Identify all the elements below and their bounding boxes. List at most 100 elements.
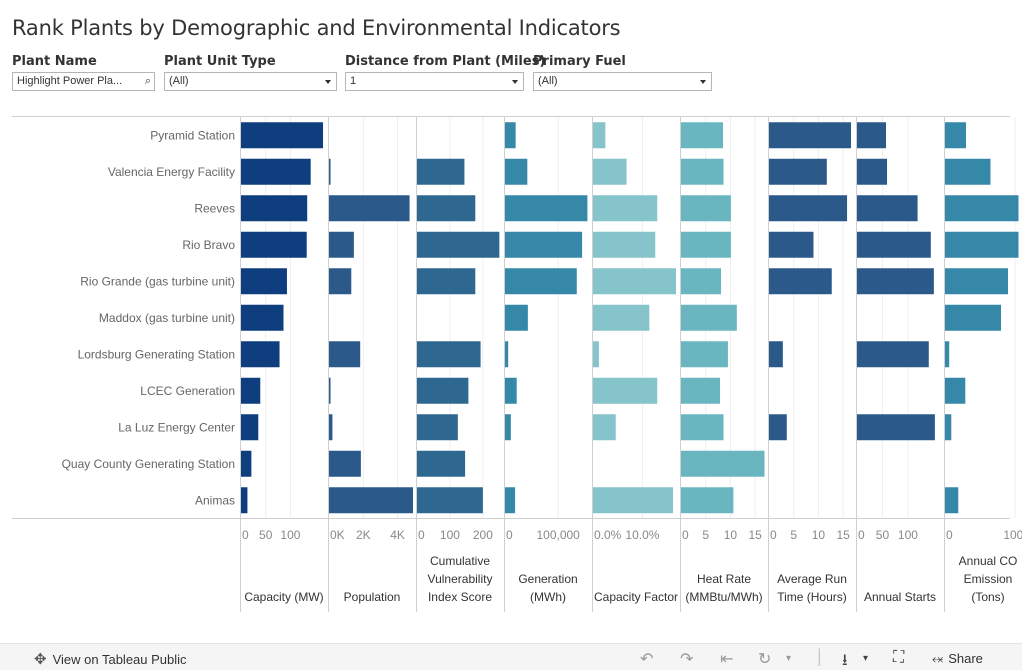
bar[interactable] xyxy=(417,268,476,295)
bar[interactable] xyxy=(329,450,361,477)
bar[interactable] xyxy=(241,414,259,441)
bar[interactable] xyxy=(681,195,731,222)
bar[interactable] xyxy=(857,122,887,149)
bar[interactable] xyxy=(681,304,737,331)
bar[interactable] xyxy=(329,158,331,185)
bar[interactable] xyxy=(681,231,731,258)
bar[interactable] xyxy=(417,414,458,441)
bar[interactable] xyxy=(945,414,952,441)
share-button[interactable]: ⬾ Share xyxy=(932,650,983,667)
bar[interactable] xyxy=(241,122,324,149)
bar[interactable] xyxy=(769,341,783,368)
bar[interactable] xyxy=(945,341,950,368)
primary-fuel-dropdown[interactable]: (All) xyxy=(533,72,712,91)
bar[interactable] xyxy=(241,487,248,514)
bar[interactable] xyxy=(329,268,352,295)
bar[interactable] xyxy=(329,487,413,514)
bar[interactable] xyxy=(945,377,966,404)
bar[interactable] xyxy=(681,487,734,514)
plant-unit-type-dropdown[interactable]: (All) xyxy=(164,72,337,91)
bar[interactable] xyxy=(593,268,677,295)
bar[interactable] xyxy=(593,195,658,222)
fullscreen-icon[interactable]: ⛶ xyxy=(893,649,905,666)
bar[interactable] xyxy=(593,487,674,514)
bar[interactable] xyxy=(593,377,658,404)
refresh-icon[interactable]: ↻ xyxy=(758,651,772,668)
bar[interactable] xyxy=(681,450,765,477)
bar[interactable] xyxy=(417,450,466,477)
chevron-down-icon[interactable]: ▾ xyxy=(863,653,869,664)
bar[interactable] xyxy=(681,268,722,295)
bar[interactable] xyxy=(857,268,934,295)
bar[interactable] xyxy=(329,414,333,441)
bar[interactable] xyxy=(505,268,577,295)
bar[interactable] xyxy=(505,487,516,514)
bar[interactable] xyxy=(241,158,311,185)
bar[interactable] xyxy=(857,231,931,258)
distance-dropdown[interactable]: 1 xyxy=(345,72,524,91)
bar[interactable] xyxy=(681,122,723,149)
bar[interactable] xyxy=(945,487,959,514)
chevron-down-icon[interactable]: ▾ xyxy=(786,653,792,664)
bar[interactable] xyxy=(769,268,832,295)
bar[interactable] xyxy=(505,158,528,185)
bar[interactable] xyxy=(769,195,848,222)
bar[interactable] xyxy=(593,122,606,149)
bar[interactable] xyxy=(857,414,935,441)
bar[interactable] xyxy=(329,195,410,222)
bar[interactable] xyxy=(593,231,656,258)
bar[interactable] xyxy=(417,158,465,185)
bar[interactable] xyxy=(241,377,261,404)
bar[interactable] xyxy=(593,158,627,185)
bar[interactable] xyxy=(241,450,252,477)
view-on-tableau-link[interactable]: ✥ View on Tableau Public xyxy=(34,650,187,668)
bar[interactable] xyxy=(945,231,1019,258)
bar[interactable] xyxy=(945,122,966,149)
redo-icon[interactable]: ↷ xyxy=(680,651,694,668)
bar[interactable] xyxy=(769,231,814,258)
bar[interactable] xyxy=(505,341,509,368)
bar[interactable] xyxy=(329,341,361,368)
bar[interactable] xyxy=(681,377,721,404)
bar[interactable] xyxy=(593,304,650,331)
bar[interactable] xyxy=(857,158,888,185)
bar[interactable] xyxy=(417,231,500,258)
bar[interactable] xyxy=(593,414,616,441)
bar[interactable] xyxy=(769,122,852,149)
bar[interactable] xyxy=(241,231,307,258)
bar[interactable] xyxy=(417,195,476,222)
undo-icon[interactable]: ↶ xyxy=(640,651,654,668)
bar[interactable] xyxy=(241,195,308,222)
axis-tick-label: 4K xyxy=(390,528,405,542)
bar[interactable] xyxy=(681,341,728,368)
bar[interactable] xyxy=(505,195,588,222)
bar[interactable] xyxy=(505,304,528,331)
bar[interactable] xyxy=(241,268,287,295)
bar[interactable] xyxy=(945,304,1001,331)
bar[interactable] xyxy=(593,341,599,368)
bar[interactable] xyxy=(417,341,481,368)
bar[interactable] xyxy=(857,195,918,222)
bar[interactable] xyxy=(505,231,583,258)
bar[interactable] xyxy=(857,341,929,368)
bar[interactable] xyxy=(945,268,1008,295)
bar[interactable] xyxy=(681,158,724,185)
download-icon[interactable]: ⭳ xyxy=(842,652,848,669)
bar[interactable] xyxy=(417,377,469,404)
bar[interactable] xyxy=(945,158,991,185)
bar[interactable] xyxy=(945,195,1019,222)
bar[interactable] xyxy=(769,158,827,185)
bar[interactable] xyxy=(417,487,483,514)
bar[interactable] xyxy=(769,414,787,441)
bar[interactable] xyxy=(505,122,516,149)
bar[interactable] xyxy=(241,341,280,368)
revert-icon[interactable]: ⇤ xyxy=(720,651,734,668)
search-icon[interactable]: ⌕ xyxy=(144,75,151,87)
bar[interactable] xyxy=(681,414,724,441)
plant-name-search-input[interactable]: Highlight Power Pla... ⌕ xyxy=(12,72,155,91)
bar[interactable] xyxy=(241,304,284,331)
bar[interactable] xyxy=(329,377,331,404)
bar[interactable] xyxy=(505,414,511,441)
bar[interactable] xyxy=(329,231,354,258)
bar[interactable] xyxy=(505,377,517,404)
